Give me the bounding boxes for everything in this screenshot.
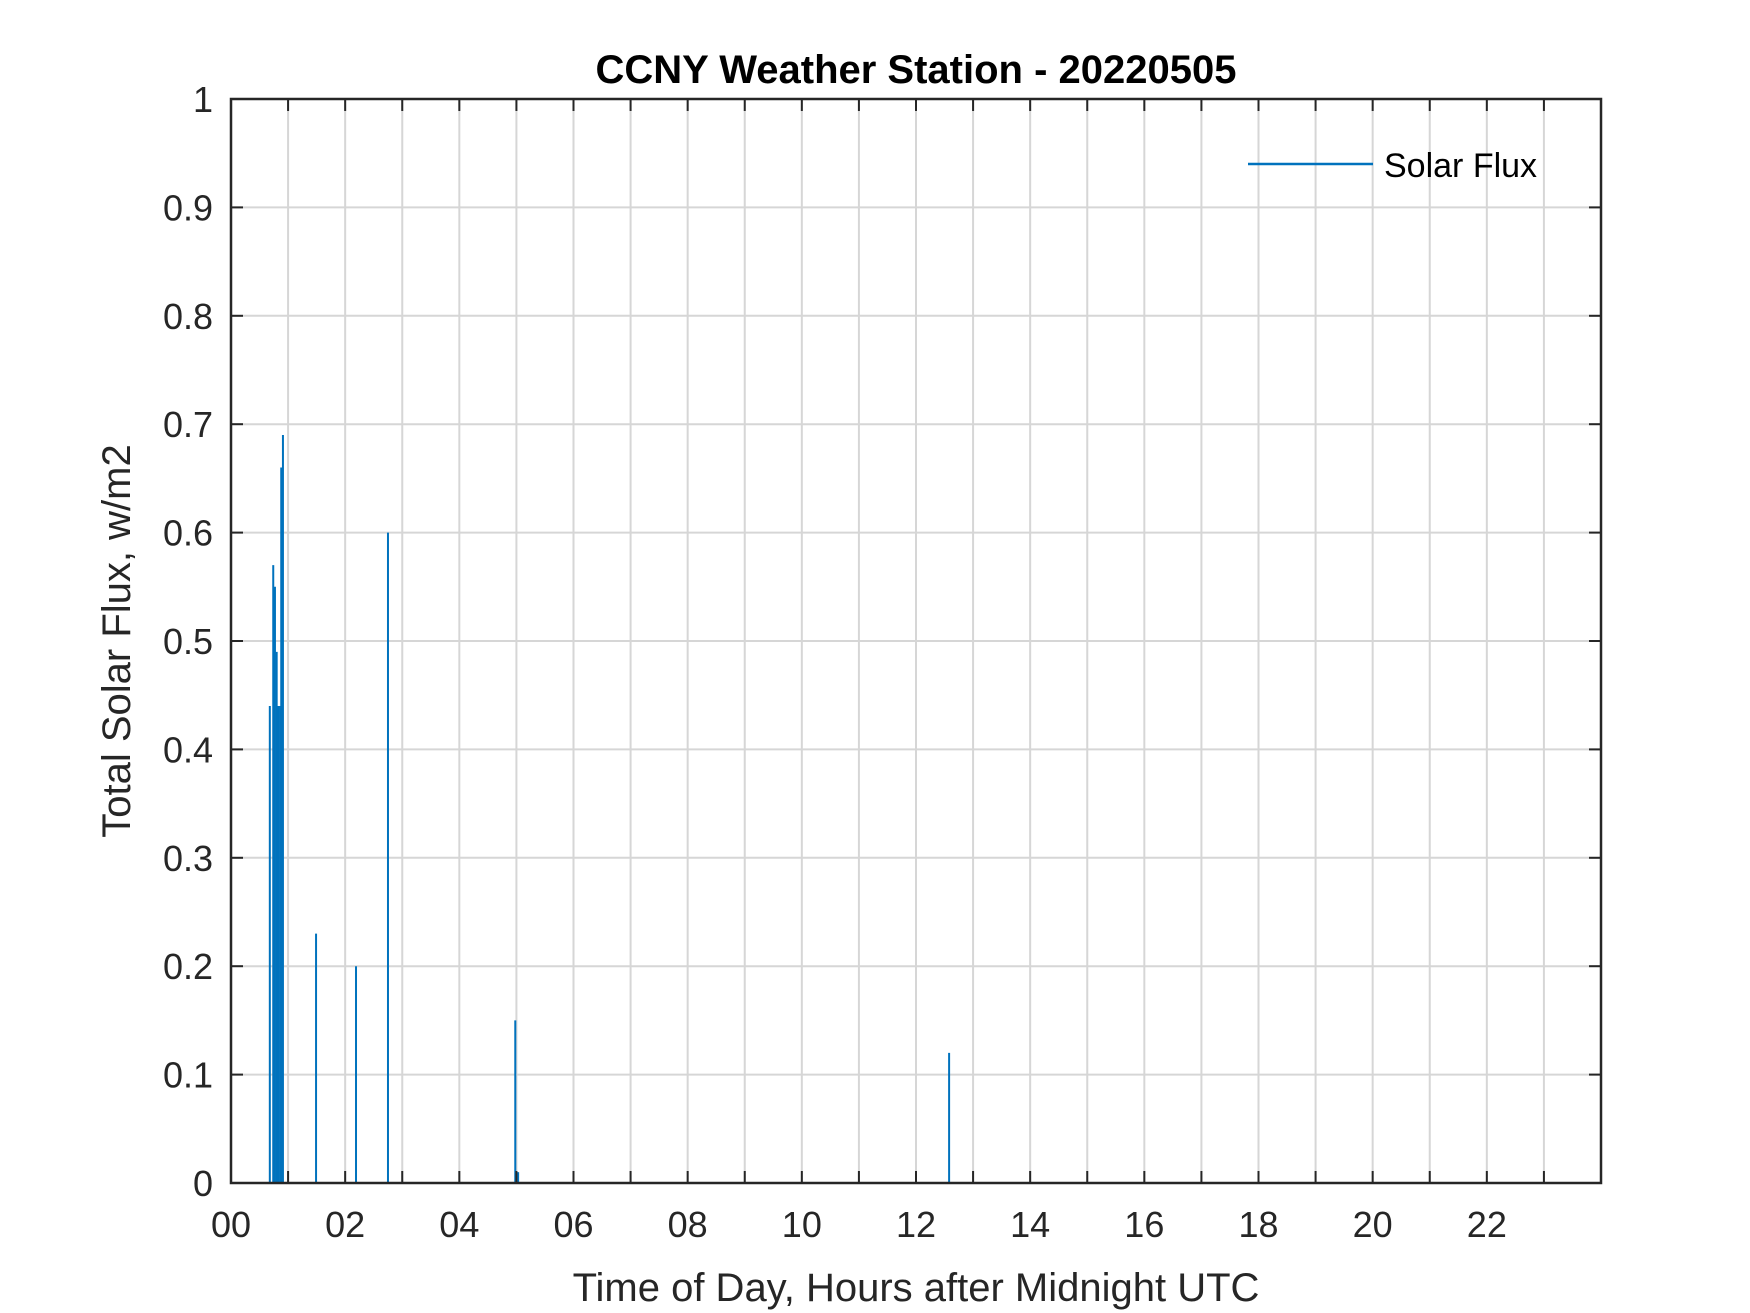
y-tick-label: 1 xyxy=(193,79,213,120)
chart-title: CCNY Weather Station - 20220505 xyxy=(596,48,1237,92)
y-tick-label: 0.8 xyxy=(163,296,213,337)
x-axis-label: Time of Day, Hours after Midnight UTC xyxy=(573,1266,1260,1310)
grid xyxy=(231,99,1601,1183)
y-tick-label: 0.3 xyxy=(163,838,213,879)
x-tick-label: 02 xyxy=(325,1204,365,1245)
axis-ticks xyxy=(231,98,1601,1184)
x-tick-label: 08 xyxy=(668,1204,708,1245)
y-tick-label: 0.2 xyxy=(163,946,213,987)
legend-label-solar-flux: Solar Flux xyxy=(1384,147,1537,185)
y-tick-label: 0.7 xyxy=(163,404,213,445)
x-tick-label: 12 xyxy=(896,1204,936,1245)
x-tick-label: 06 xyxy=(553,1204,593,1245)
x-tick-label: 14 xyxy=(1010,1204,1050,1245)
legend: Solar Flux xyxy=(1248,147,1537,185)
x-tick-label: 20 xyxy=(1353,1204,1393,1245)
y-tick-label: 0.4 xyxy=(163,729,213,770)
y-tick-label: 0.1 xyxy=(163,1055,213,1096)
x-tick-label: 10 xyxy=(782,1204,822,1245)
y-tick-label: 0.5 xyxy=(163,621,213,662)
x-tick-label: 22 xyxy=(1467,1204,1507,1245)
y-tick-label: 0.6 xyxy=(163,513,213,554)
y-tick-label: 0 xyxy=(193,1163,213,1204)
plot-series xyxy=(268,435,951,1183)
y-tick-label: 0.9 xyxy=(163,187,213,228)
x-tick-label: 16 xyxy=(1124,1204,1164,1245)
x-tick-label: 00 xyxy=(211,1204,251,1245)
tick-labels: 00 02 04 06 08 10 12 14 16 18 20 22 0 0.1 0.2 0.3 0.4 0.5… xyxy=(163,79,1507,1245)
y-axis-label: Total Solar Flux, w/m2 xyxy=(95,444,139,837)
x-tick-label: 04 xyxy=(439,1204,479,1245)
x-tick-label: 18 xyxy=(1238,1204,1278,1245)
